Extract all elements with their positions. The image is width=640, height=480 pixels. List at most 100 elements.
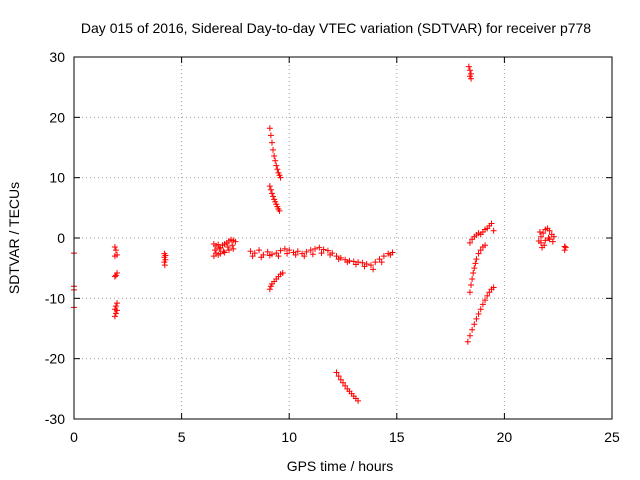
data-point <box>546 227 553 234</box>
data-point <box>320 246 327 253</box>
x-tick-label: 5 <box>178 429 186 445</box>
data-point <box>546 236 553 243</box>
series-seg-f <box>266 125 284 181</box>
data-point <box>268 139 275 146</box>
data-point <box>273 162 280 169</box>
series-seg-d <box>210 236 239 260</box>
data-point <box>337 376 344 383</box>
data-point <box>539 244 546 251</box>
data-point <box>111 244 118 251</box>
data-point <box>561 247 568 254</box>
data-point <box>370 266 377 273</box>
data-point <box>477 306 484 313</box>
data-point <box>333 253 340 260</box>
data-point <box>161 262 168 269</box>
data-point <box>112 310 119 317</box>
data-point <box>327 251 334 258</box>
y-tick-label: -30 <box>45 411 65 427</box>
data-point <box>224 244 231 251</box>
data-point <box>284 250 291 257</box>
data-point <box>464 338 471 345</box>
series-seg-n <box>535 225 557 251</box>
plot-frame <box>73 56 613 420</box>
chart-title: Day 015 of 2016, Sidereal Day-to-day VTE… <box>81 20 591 36</box>
data-point <box>270 193 277 200</box>
data-point <box>536 228 543 235</box>
data-point <box>350 258 357 265</box>
data-point <box>482 242 489 249</box>
data-point <box>267 132 274 139</box>
data-point <box>372 259 379 266</box>
series-seg-m <box>464 284 497 345</box>
y-tick-label: 30 <box>49 49 65 65</box>
data-point <box>333 369 340 376</box>
data-point <box>275 253 282 260</box>
data-point <box>473 315 480 322</box>
data-point <box>256 247 263 254</box>
data-point <box>471 265 478 272</box>
data-point <box>221 249 228 256</box>
data-point <box>488 220 495 227</box>
data-point <box>277 247 284 254</box>
data-point <box>549 238 556 245</box>
data-point <box>266 125 273 132</box>
data-point <box>279 269 286 276</box>
data-point <box>469 276 476 283</box>
series-seg-c <box>161 250 169 269</box>
data-point <box>470 269 477 276</box>
data-points <box>71 63 569 404</box>
data-point <box>550 233 557 240</box>
data-point <box>258 254 265 261</box>
data-point <box>490 227 497 234</box>
data-point <box>273 250 280 257</box>
x-tick-label: 20 <box>497 429 513 445</box>
data-point <box>318 250 325 257</box>
data-point <box>249 253 256 260</box>
x-tick-label: 15 <box>389 429 405 445</box>
data-point <box>475 311 482 318</box>
data-point <box>335 256 342 263</box>
data-point <box>286 247 293 254</box>
data-point <box>267 186 274 193</box>
data-point <box>466 289 473 296</box>
y-tick-label: 10 <box>49 170 65 186</box>
data-point <box>466 332 473 339</box>
data-point <box>471 321 478 328</box>
data-point <box>211 247 218 254</box>
data-point <box>114 300 121 307</box>
data-point <box>247 248 254 255</box>
data-point <box>540 230 547 237</box>
data-point <box>270 146 277 153</box>
data-point <box>272 157 279 164</box>
data-point <box>472 260 479 267</box>
data-point <box>111 273 118 280</box>
grid <box>74 57 612 419</box>
data-point <box>479 301 486 308</box>
data-point <box>475 250 482 257</box>
data-point <box>303 248 310 255</box>
data-point <box>276 207 283 214</box>
series-seg-o <box>561 243 569 254</box>
data-point <box>266 183 273 190</box>
x-tick-labels: 0 5 10 15 20 25 <box>70 429 620 445</box>
data-point <box>220 248 227 255</box>
data-point <box>484 292 491 299</box>
data-point <box>264 248 271 255</box>
data-point <box>229 242 236 249</box>
data-point <box>215 241 222 248</box>
data-point <box>251 250 258 257</box>
data-point <box>266 252 273 259</box>
data-point <box>324 247 331 254</box>
data-point <box>232 238 239 245</box>
y-tick-label: -20 <box>45 351 65 367</box>
data-point <box>376 256 383 263</box>
data-point <box>301 253 308 260</box>
data-point <box>359 259 366 266</box>
series-seg-b <box>111 244 121 320</box>
data-point <box>468 282 475 289</box>
data-point <box>230 245 237 252</box>
data-point <box>486 289 493 296</box>
data-point <box>335 373 342 380</box>
data-point <box>477 247 484 254</box>
